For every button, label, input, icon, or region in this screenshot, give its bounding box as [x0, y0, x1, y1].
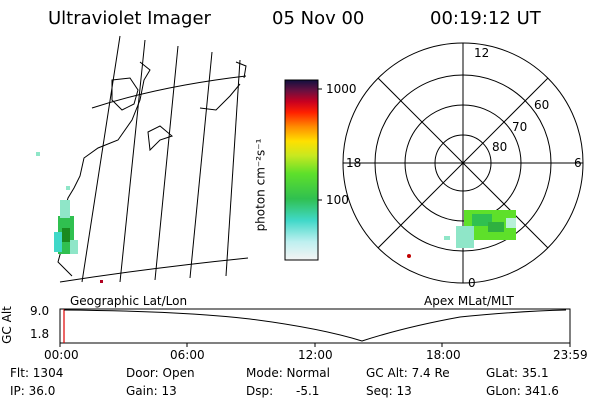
altitude-curve	[63, 309, 567, 342]
lat-80-label: 80	[492, 140, 508, 154]
polar-plot	[342, 42, 584, 284]
date-label: 05 Nov 00	[272, 8, 365, 29]
colorbar-tick-1000: 1000	[326, 82, 357, 96]
app-title: Ultraviolet Imager	[48, 8, 211, 29]
apex-caption: Apex MLat/MLT	[424, 294, 514, 308]
mlt-6-label: 6	[574, 156, 582, 170]
mode-value: Mode: Normal	[246, 366, 330, 380]
colorbar	[284, 79, 319, 261]
colorbar-tick-100: 100	[326, 193, 349, 207]
ip-value: IP: 36.0	[10, 384, 56, 398]
coastline-east	[199, 83, 241, 111]
door-value: Door: Open	[126, 366, 195, 380]
lat-70-label: 70	[512, 120, 528, 134]
map-emission	[36, 152, 103, 283]
mlt-0-label: 0	[468, 276, 476, 290]
strip-y-top-tick: 9.0	[30, 304, 50, 318]
polar-emission	[407, 210, 516, 258]
strip-x-tick-label: 23:59	[553, 348, 588, 362]
dsp-label: Dsp:	[246, 384, 274, 398]
glat-value: GLat: 35.1	[486, 366, 549, 380]
time-label: 00:19:12 UT	[430, 8, 541, 29]
mlt-18-label: 18	[346, 156, 362, 170]
seq-value: Seq: 13	[366, 384, 412, 398]
strip-x-tick-label: 18:00	[426, 348, 461, 362]
mlt-12-label: 12	[474, 46, 490, 60]
lat-60-label: 60	[534, 98, 550, 112]
glon-value: GLon: 341.6	[486, 384, 559, 398]
gc-alt-value: GC Alt: 7.4 Re	[366, 366, 450, 380]
geographic-map	[57, 35, 249, 283]
coastline-shape	[111, 77, 139, 111]
geographic-caption: Geographic Lat/Lon	[70, 294, 188, 308]
coastline-island	[147, 125, 174, 152]
strip-x-tick-label: 00:00	[44, 348, 79, 362]
dsp-value: -5.1	[296, 384, 320, 398]
flt-value: Flt: 1304	[10, 366, 64, 380]
strip-x-tick-label: 06:00	[170, 348, 205, 362]
strip-y-bottom-tick: 1.8	[30, 327, 50, 341]
colorbar-unit-label: photon cm⁻²s⁻¹	[253, 138, 268, 232]
coastline-ne	[235, 61, 247, 79]
gain-value: Gain: 13	[126, 384, 177, 398]
strip-x-ticks	[59, 343, 571, 347]
strip-x-tick-label: 12:00	[298, 348, 333, 362]
strip-y-axis-label: GC Alt	[0, 306, 14, 344]
